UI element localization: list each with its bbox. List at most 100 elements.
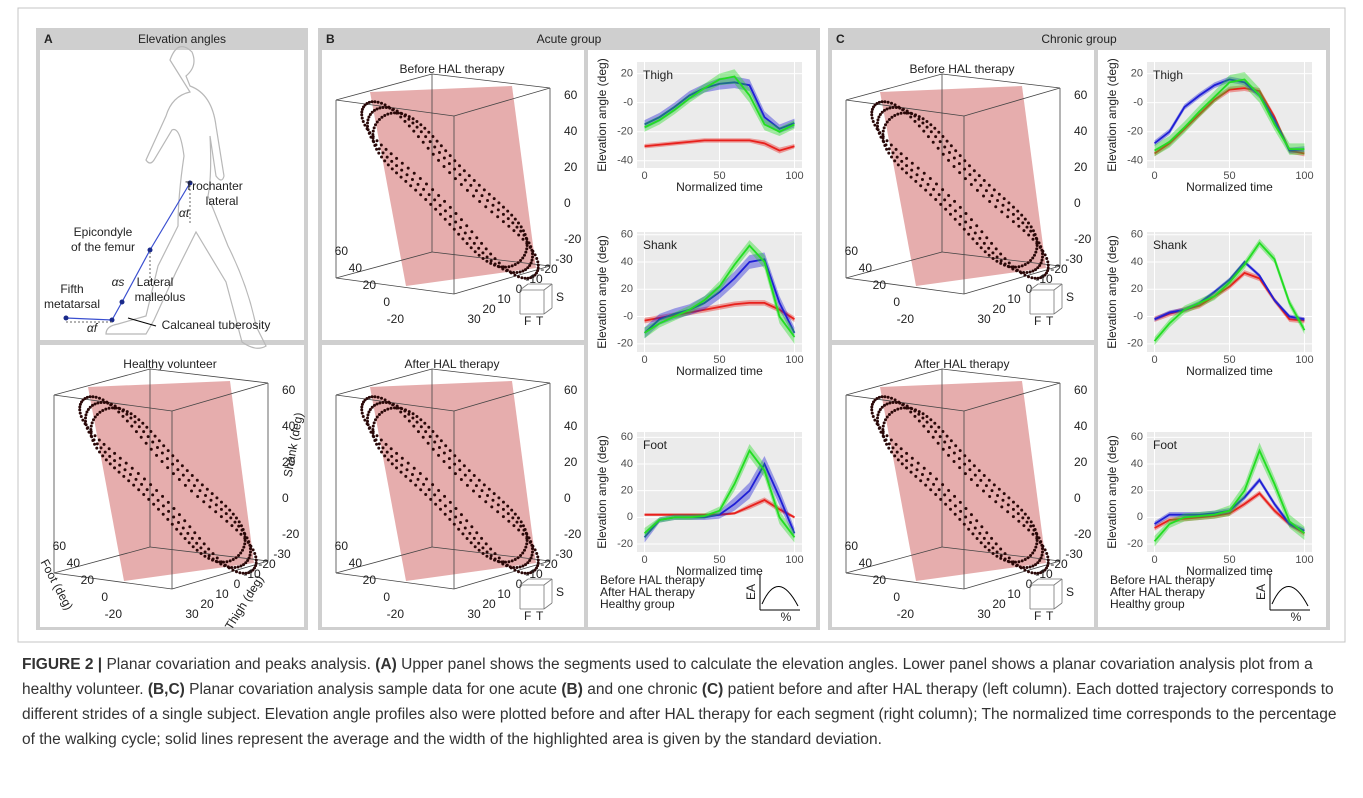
trajectory-dot bbox=[218, 560, 222, 564]
trajectory-dot bbox=[886, 100, 890, 104]
cube-edge bbox=[845, 73, 943, 101]
trajectory-dot bbox=[982, 536, 986, 540]
caption-text: and one chronic bbox=[582, 681, 702, 698]
cube-edge bbox=[845, 572, 965, 590]
trajectory-dot bbox=[453, 472, 457, 476]
trajectory-dot bbox=[1003, 558, 1007, 562]
trajectory-dot bbox=[380, 410, 384, 414]
trajectory-dot bbox=[373, 100, 377, 104]
trajectory-dot bbox=[202, 500, 206, 504]
cube-edge bbox=[453, 560, 551, 590]
trajectory-dot bbox=[497, 556, 501, 560]
trajectory-dot bbox=[524, 545, 528, 549]
trajectory-dot bbox=[489, 261, 493, 265]
trajectory-dot bbox=[944, 207, 948, 211]
trajectory-dot bbox=[536, 263, 540, 267]
trajectory-dot bbox=[890, 410, 894, 414]
trajectory-dot bbox=[367, 131, 371, 135]
trajectory-dot bbox=[160, 451, 164, 455]
anatomy-label: Fifth bbox=[60, 282, 83, 296]
trajectory-dot bbox=[929, 193, 933, 197]
trajectory-dot bbox=[390, 462, 394, 466]
trajectory-dot bbox=[180, 464, 184, 468]
trajectory-dot bbox=[428, 435, 432, 439]
trajectory-dot bbox=[883, 438, 887, 442]
trajectory-dot bbox=[939, 202, 943, 206]
trajectory-dot bbox=[366, 419, 370, 423]
trajectory-dot bbox=[953, 209, 957, 213]
trajectory-dot bbox=[371, 428, 375, 432]
trajectory-dot bbox=[1023, 273, 1027, 277]
chart-title: Thigh bbox=[1153, 68, 1183, 82]
trajectory-dot bbox=[886, 395, 890, 399]
trajectory-dot bbox=[360, 113, 364, 117]
trajectory-dot bbox=[530, 547, 534, 551]
trajectory-dot bbox=[1035, 538, 1039, 542]
trajectory-dot bbox=[905, 171, 909, 175]
trajectory-dot bbox=[125, 412, 129, 416]
trajectory-dot bbox=[1040, 248, 1044, 252]
trajectory-dot bbox=[939, 497, 943, 501]
trajectory-dot bbox=[486, 199, 490, 203]
covariation-plane bbox=[880, 381, 1046, 581]
trajectory-dot bbox=[992, 188, 996, 192]
trajectory-dot bbox=[453, 167, 457, 171]
trajectory-dot bbox=[93, 434, 97, 438]
trajectory-dot bbox=[371, 136, 375, 140]
trajectory-dot bbox=[242, 531, 246, 535]
x-tick-label: 100 bbox=[1295, 170, 1313, 182]
trajectory-dot bbox=[372, 403, 376, 407]
trajectory-dot bbox=[987, 183, 991, 187]
trajectory-dot bbox=[1030, 571, 1034, 575]
trajectory-dot bbox=[386, 407, 390, 411]
trajectory-dot bbox=[391, 402, 395, 406]
trajectory-dot bbox=[952, 164, 956, 168]
y-tick-label: 60 bbox=[845, 244, 859, 258]
trajectory-dot bbox=[873, 418, 877, 422]
trajectory-dot bbox=[937, 130, 941, 134]
trajectory-dot bbox=[484, 542, 488, 546]
trajectory-dot bbox=[969, 218, 973, 222]
trajectory-dot bbox=[81, 418, 85, 422]
trajectory-dot bbox=[1011, 507, 1015, 511]
trajectory-dot bbox=[525, 243, 529, 247]
trajectory-dot bbox=[526, 561, 530, 565]
trajectory-dot bbox=[407, 117, 411, 121]
mean-line bbox=[644, 139, 795, 152]
trajectory-dot bbox=[202, 542, 206, 546]
trajectory-dot bbox=[971, 532, 975, 536]
trajectory-dot bbox=[948, 498, 952, 502]
trajectory-dot bbox=[882, 140, 886, 144]
trajectory-dot bbox=[958, 171, 962, 175]
trajectory-dot bbox=[530, 255, 534, 259]
trajectory-dot bbox=[489, 252, 493, 256]
trajectory-dot bbox=[947, 158, 951, 162]
cube-edge bbox=[335, 394, 455, 412]
trajectory-dot bbox=[964, 515, 968, 519]
trajectory-dot bbox=[381, 106, 385, 110]
x-tick-label: 0 bbox=[516, 282, 523, 296]
trajectory-dot bbox=[958, 517, 962, 521]
trajectory-dot bbox=[1043, 548, 1047, 552]
trajectory-dot bbox=[536, 555, 540, 559]
trajectory-dot bbox=[1046, 564, 1050, 568]
orientation-icon bbox=[543, 307, 553, 315]
trajectory-dot bbox=[530, 543, 534, 547]
trajectory-dot bbox=[497, 496, 501, 500]
trajectory-dot bbox=[191, 545, 195, 549]
x-tick-label: -30 bbox=[1065, 252, 1083, 266]
trajectory-dot bbox=[925, 125, 929, 129]
trajectory-dot bbox=[375, 415, 379, 419]
trajectory-dot bbox=[373, 143, 377, 147]
trajectory-dot bbox=[405, 468, 409, 472]
trajectory-dot bbox=[519, 259, 523, 263]
trajectory-dot bbox=[903, 111, 907, 115]
caption-text: (A) bbox=[375, 656, 397, 673]
trajectory-dot bbox=[898, 401, 902, 405]
trajectory-dot bbox=[219, 515, 223, 519]
trajectory-dot bbox=[890, 450, 894, 454]
trajectory-dot bbox=[433, 145, 437, 149]
trajectory-dot bbox=[477, 183, 481, 187]
trajectory-dot bbox=[187, 541, 191, 545]
trajectory-dot bbox=[493, 552, 497, 556]
